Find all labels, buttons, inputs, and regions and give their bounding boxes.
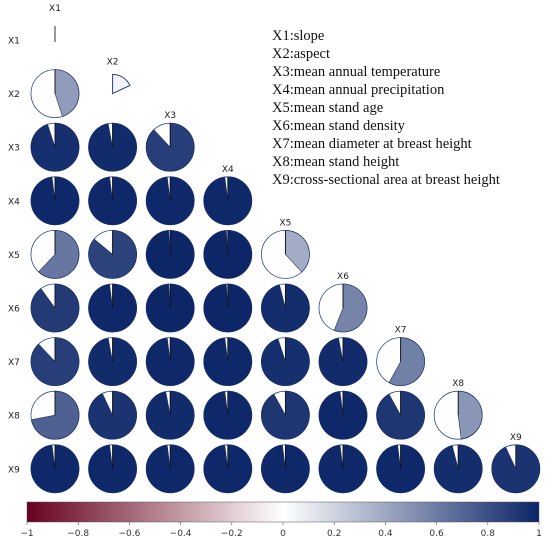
- legend-entry-8: X8:mean stand height: [272, 154, 399, 170]
- colorbar-tick-label: 0.8: [481, 529, 496, 539]
- column-label-X5: X5: [279, 218, 291, 228]
- pie-cell-X9-X9: [491, 444, 541, 494]
- pie-cell-X9-X1: [30, 444, 80, 494]
- column-label-X6: X6: [337, 272, 349, 282]
- row-label-X3: X3: [8, 144, 20, 154]
- column-label-X7: X7: [395, 326, 407, 336]
- pie-cell-X7-X7: [376, 337, 426, 387]
- colorbar-tick-label: −0.4: [170, 529, 192, 539]
- colorbar-gradient: [26, 501, 540, 523]
- pie-cell-X6-X2: [88, 283, 137, 333]
- pie-cell-X9-X8: [433, 444, 483, 494]
- pie-cell-X9-X2: [88, 444, 137, 494]
- pie-cell-X7-X1: [30, 337, 80, 387]
- pie-cell-X8-X7: [376, 390, 426, 440]
- colorbar-tick-label: 1: [536, 529, 542, 539]
- column-label-X8: X8: [452, 379, 464, 389]
- pie-cell-X8-X5: [260, 390, 310, 440]
- pie-cell-X7-X6: [318, 337, 368, 387]
- legend-entry-6: X6:mean stand density: [272, 118, 406, 134]
- column-label-X2: X2: [107, 58, 119, 68]
- row-label-X2: X2: [8, 90, 20, 100]
- pie-cell-X6-X5: [260, 283, 310, 333]
- colorbar-tick-label: −1: [20, 529, 33, 539]
- legend-entry-9: X9:cross-sectional area at breast height: [272, 172, 500, 188]
- row-label-X1: X1: [8, 37, 20, 47]
- row-label-X9: X9: [8, 465, 20, 475]
- pie-cell-X8-X3: [145, 390, 195, 440]
- variable-legend: X1:slope X2:aspect X3:mean annual temperat…: [272, 28, 500, 188]
- pie-cell-X4-X3: [145, 176, 195, 226]
- pie-cell-X5-X4: [203, 229, 253, 279]
- pie-cell-X4-X2: [88, 176, 137, 226]
- pie-matrix: [30, 26, 541, 494]
- pie-cell-X7-X4: [203, 337, 253, 387]
- pie-cell-X4-X1: [30, 176, 80, 226]
- column-label-X9: X9: [510, 433, 522, 443]
- legend-entry-5: X5:mean stand age: [272, 100, 383, 116]
- row-label-X5: X5: [8, 251, 20, 261]
- column-label-X1: X1: [49, 4, 61, 14]
- pie-cell-X9-X4: [203, 444, 253, 494]
- pie-cell-X5-X2: [88, 229, 137, 279]
- legend-entry-3: X3:mean annual temperature: [272, 64, 440, 80]
- row-label-X6: X6: [8, 305, 20, 315]
- pie-cell-X6-X6: [318, 283, 368, 333]
- column-label-X4: X4: [222, 165, 234, 175]
- row-labels: X1 X2 X3 X4 X5 X6 X7 X8 X9: [8, 37, 20, 476]
- colorbar-tick-label: 0.6: [429, 529, 444, 539]
- pie-cell-X5-X3: [145, 229, 195, 279]
- colorbar-tick-label: −0.8: [67, 529, 89, 539]
- pie-cell-X9-X7: [376, 444, 426, 494]
- pie-cell-X3-X3: [145, 122, 195, 172]
- colorbar: −1 −0.8 −0.6 −0.4 −0.2 0 0.2 0.4 0.6 0.8 1: [20, 501, 542, 539]
- diagonal-column-labels: X1 X2 X3 X4 X5 X6 X7 X8 X9: [49, 4, 522, 443]
- pie-cell-X9-X3: [145, 444, 195, 494]
- pie-cell-X8-X8: [433, 390, 483, 440]
- legend-entry-1: X1:slope: [272, 28, 324, 44]
- pie-cell-X8-X4: [203, 390, 253, 440]
- pie-cell-X8-X6: [318, 390, 368, 440]
- pie-cell-X8-X1: [30, 390, 80, 440]
- legend-entry-7: X7:mean diameter at breast height: [272, 136, 472, 152]
- row-label-X7: X7: [8, 358, 20, 368]
- pie-cell-X6-X1: [30, 283, 80, 333]
- colorbar-tick-label: −0.6: [118, 529, 140, 539]
- colorbar-tick-label: 0.4: [378, 529, 393, 539]
- pie-cell-X6-X4: [203, 283, 253, 333]
- pie-cell-X7-X5: [260, 337, 310, 387]
- pie-cell-X2-X2: [88, 69, 138, 119]
- pie-cell-X5-X5: [260, 229, 310, 279]
- colorbar-tick-label: 0: [280, 529, 286, 539]
- pie-cell-X9-X6: [318, 444, 368, 494]
- pie-cell-X7-X2: [88, 337, 137, 387]
- row-label-X8: X8: [8, 412, 20, 422]
- colorbar-tick-label: −0.2: [221, 529, 243, 539]
- row-label-X4: X4: [8, 197, 20, 207]
- column-label-X3: X3: [164, 111, 176, 121]
- pie-cell-X8-X2: [88, 390, 137, 440]
- pie-cell-X9-X5: [260, 444, 310, 494]
- pie-cell-X3-X1: [30, 122, 80, 172]
- legend-entry-2: X2:aspect: [272, 46, 330, 62]
- legend-entry-4: X4:mean annual precipitation: [272, 82, 445, 98]
- colorbar-tick-label: 0.2: [327, 529, 341, 539]
- pie-cell-X5-X1: [30, 229, 80, 279]
- pie-cell-X3-X2: [88, 122, 137, 172]
- pie-cell-X2-X1: [30, 69, 80, 118]
- pie-cell-X6-X3: [145, 283, 195, 333]
- pie-cell-X7-X3: [145, 337, 195, 387]
- pie-cell-X4-X4: [203, 176, 253, 226]
